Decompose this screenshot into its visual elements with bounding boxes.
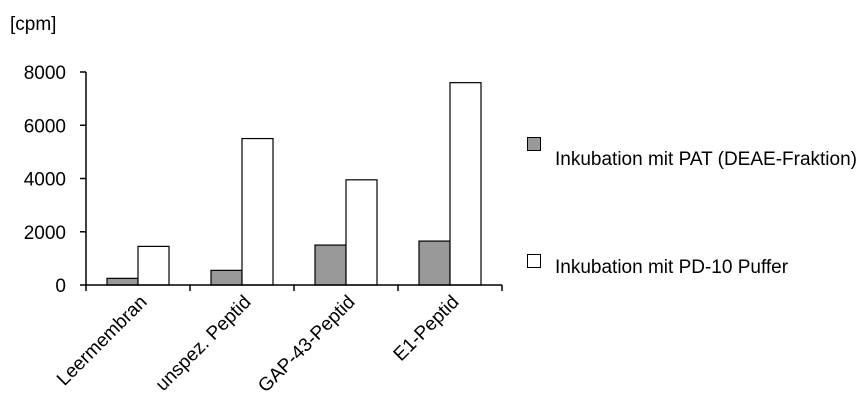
y-tick-label: 8000	[24, 63, 66, 84]
bar-pd10	[345, 179, 378, 286]
bar-pat	[314, 244, 347, 286]
bar-pat	[210, 269, 243, 286]
y-tick-label: 0	[55, 276, 66, 297]
legend-swatch-pd10	[527, 254, 541, 268]
bar-pat	[106, 277, 139, 286]
x-category-label: unspez. Peptid	[152, 292, 256, 396]
bar-pat	[418, 240, 451, 286]
bar-pd10	[241, 137, 274, 286]
bar-chart: [cpm] 0 2000 4000 6000 8000 Leermembran unspe…	[10, 14, 503, 397]
y-tick-label: 2000	[24, 223, 66, 244]
x-category-label: E1-Peptid	[390, 292, 464, 366]
y-tick-label: 4000	[24, 170, 66, 191]
y-tick-label: 6000	[24, 116, 66, 137]
legend-label-pd10: Inkubation mit PD-10 Puffer	[555, 257, 789, 278]
legend-swatch-pat	[527, 137, 541, 151]
bar-pd10	[449, 82, 482, 286]
bar-pd10	[137, 245, 170, 286]
x-category-label: Leermembran	[53, 292, 151, 390]
x-category-label: GAP-43-Peptid	[254, 292, 359, 397]
legend-label-pat: Inkubation mit PAT (DEAE-Fraktion)	[555, 149, 857, 170]
y-axis-label: [cpm]	[10, 14, 56, 35]
